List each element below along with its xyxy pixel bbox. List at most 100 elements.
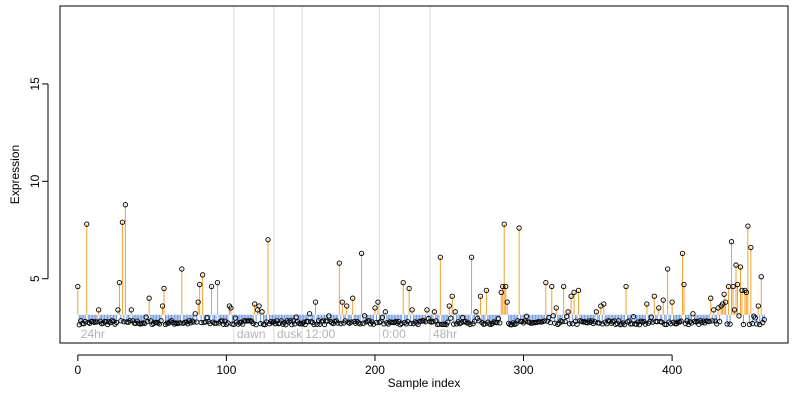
region-label: dusk bbox=[277, 327, 303, 341]
data-point bbox=[192, 311, 198, 317]
region-label: 12:00 bbox=[305, 327, 335, 341]
data-point bbox=[468, 254, 475, 260]
data-point bbox=[179, 266, 185, 272]
data-point bbox=[553, 305, 559, 311]
data-point bbox=[497, 320, 503, 326]
region-label: 0:00 bbox=[382, 327, 406, 341]
data-point bbox=[503, 283, 509, 290]
data-point bbox=[382, 309, 389, 315]
data-point bbox=[445, 319, 451, 325]
x-tick-label: 0 bbox=[74, 363, 81, 377]
data-point bbox=[119, 219, 126, 225]
data-point bbox=[357, 321, 363, 327]
data-point bbox=[431, 309, 438, 315]
data-point bbox=[681, 281, 687, 288]
data-point bbox=[372, 305, 378, 311]
data-point bbox=[589, 318, 595, 324]
data-point bbox=[158, 318, 164, 324]
data-point bbox=[660, 297, 666, 303]
data-point bbox=[219, 318, 225, 324]
data-point bbox=[228, 305, 234, 311]
data-point bbox=[575, 287, 582, 294]
data-point bbox=[648, 314, 654, 320]
data-point bbox=[430, 318, 436, 325]
data-point bbox=[415, 321, 421, 328]
data-point bbox=[727, 321, 733, 327]
data-point bbox=[495, 315, 501, 322]
data-point bbox=[549, 283, 555, 290]
data-point bbox=[647, 318, 653, 325]
data-point bbox=[467, 321, 473, 328]
data-point bbox=[541, 318, 547, 324]
data-point bbox=[479, 319, 485, 326]
data-point bbox=[335, 320, 341, 326]
data-point bbox=[145, 318, 151, 325]
data-point bbox=[338, 321, 344, 327]
data-point bbox=[761, 316, 767, 323]
data-point bbox=[437, 254, 443, 260]
data-point bbox=[146, 295, 152, 301]
plot-frame bbox=[59, 5, 789, 344]
data-point bbox=[407, 320, 414, 327]
data-point bbox=[728, 239, 735, 245]
data-point bbox=[143, 314, 149, 320]
data-point bbox=[122, 202, 129, 208]
data-point bbox=[596, 320, 602, 326]
data-point bbox=[755, 303, 761, 309]
x-tick-label: 200 bbox=[365, 363, 385, 377]
data-point bbox=[251, 301, 258, 307]
data-point bbox=[546, 314, 552, 321]
data-point bbox=[722, 299, 729, 305]
data-point bbox=[669, 299, 675, 305]
data-point bbox=[167, 319, 173, 325]
data-point bbox=[452, 309, 458, 315]
data-point bbox=[513, 321, 519, 327]
data-point bbox=[730, 283, 736, 290]
data-point bbox=[366, 318, 372, 324]
data-point bbox=[197, 281, 203, 288]
data-point bbox=[748, 244, 754, 251]
data-point bbox=[82, 318, 88, 325]
data-point bbox=[342, 318, 348, 324]
data-point bbox=[311, 321, 317, 328]
data-point bbox=[562, 318, 568, 325]
data-point bbox=[156, 321, 163, 327]
data-point bbox=[128, 307, 134, 313]
data-point bbox=[402, 319, 408, 326]
data-point bbox=[685, 321, 692, 328]
data-point bbox=[760, 320, 766, 326]
x-axis-label: Sample index bbox=[388, 376, 461, 390]
data-point bbox=[477, 293, 484, 299]
data-point bbox=[473, 309, 479, 315]
data-point bbox=[498, 289, 504, 296]
data-point bbox=[250, 320, 256, 327]
data-point bbox=[161, 285, 167, 292]
data-point bbox=[543, 279, 549, 286]
data-point bbox=[339, 299, 345, 305]
data-point bbox=[413, 320, 420, 326]
data-point bbox=[424, 307, 430, 313]
region-label: 24hr bbox=[81, 327, 105, 341]
x-tick-label: 400 bbox=[662, 363, 682, 377]
y-axis-label: Expression bbox=[8, 145, 22, 204]
data-point bbox=[706, 318, 712, 325]
data-point bbox=[370, 321, 377, 327]
data-point bbox=[739, 287, 745, 294]
data-point bbox=[375, 299, 381, 305]
data-point bbox=[159, 303, 166, 309]
data-point bbox=[758, 274, 764, 280]
data-point bbox=[665, 266, 671, 272]
data-point bbox=[566, 321, 573, 327]
data-point bbox=[621, 321, 628, 328]
data-point bbox=[448, 315, 454, 321]
data-point bbox=[347, 320, 353, 326]
data-point bbox=[312, 299, 319, 305]
data-point bbox=[568, 293, 574, 299]
data-point bbox=[425, 315, 432, 322]
data-point bbox=[565, 309, 571, 315]
data-point bbox=[550, 313, 556, 319]
data-point bbox=[302, 321, 308, 328]
data-point bbox=[115, 307, 121, 313]
data-point bbox=[256, 303, 262, 309]
